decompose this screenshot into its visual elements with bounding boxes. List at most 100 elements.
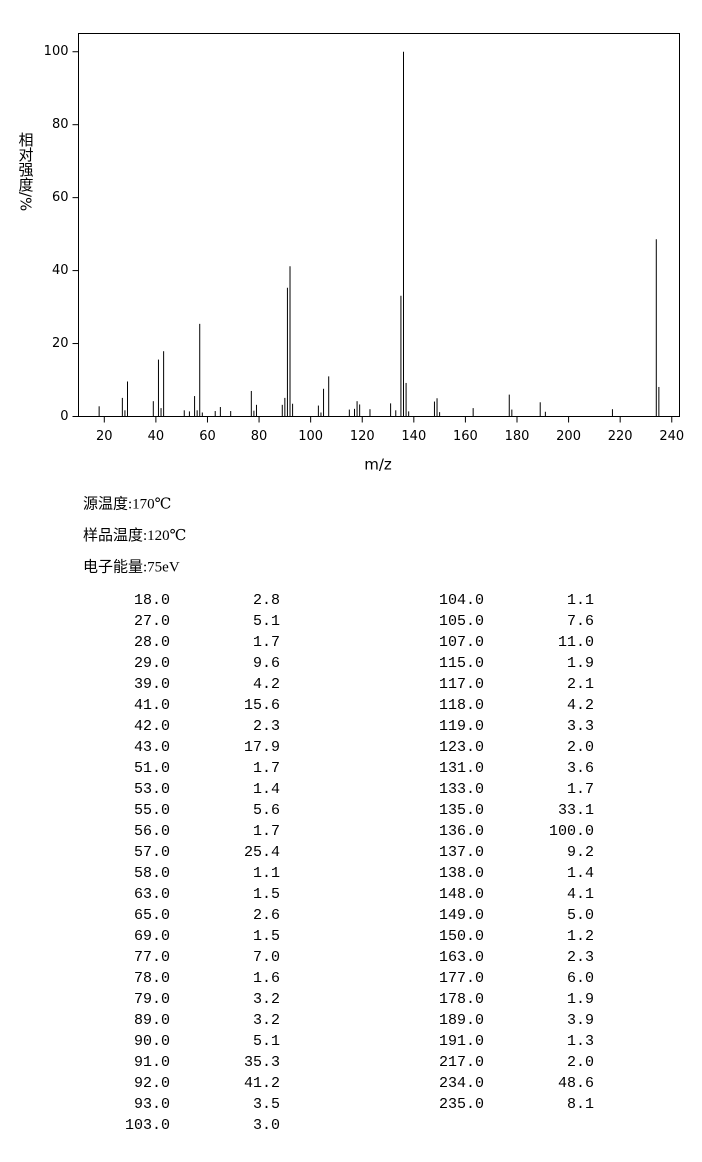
mz-cell: 39.0 — [134, 676, 170, 693]
intensity-cell: 2.3 — [567, 949, 594, 966]
mz-cell: 133.0 — [439, 781, 484, 798]
mz-cell: 65.0 — [134, 907, 170, 924]
mz-cell: 103.0 — [125, 1117, 170, 1134]
intensity-cell: 1.7 — [567, 781, 594, 798]
intensity-cell: 4.2 — [567, 697, 594, 714]
x-axis-label: m/z — [364, 456, 392, 474]
mz-cell: 41.0 — [134, 697, 170, 714]
mz-cell: 217.0 — [439, 1054, 484, 1071]
mz-cell: 149.0 — [439, 907, 484, 924]
intensity-cell: 7.0 — [253, 949, 280, 966]
y-tick-label: 80 — [52, 117, 69, 132]
condition: 样品温度:120℃ — [83, 527, 186, 544]
y-tick-label: 60 — [52, 190, 69, 205]
mz-cell: 93.0 — [134, 1096, 170, 1113]
intensity-cell: 9.6 — [253, 655, 280, 672]
intensity-cell: 7.6 — [567, 613, 594, 630]
intensity-cell: 11.0 — [558, 634, 594, 651]
intensity-cell: 5.1 — [253, 1033, 280, 1050]
intensity-cell: 1.1 — [567, 592, 594, 609]
x-tick-label: 220 — [608, 429, 633, 444]
mz-cell: 92.0 — [134, 1075, 170, 1092]
y-tick-label: 20 — [52, 336, 69, 351]
mz-cell: 189.0 — [439, 1012, 484, 1029]
intensity-cell: 8.1 — [567, 1096, 594, 1113]
intensity-cell: 1.7 — [253, 823, 280, 840]
intensity-cell: 4.2 — [253, 676, 280, 693]
intensity-cell: 1.9 — [567, 991, 594, 1008]
mz-cell: 104.0 — [439, 592, 484, 609]
intensity-cell: 1.4 — [567, 865, 594, 882]
intensity-cell: 6.0 — [567, 970, 594, 987]
mz-cell: 29.0 — [134, 655, 170, 672]
intensity-cell: 2.1 — [567, 676, 594, 693]
mz-cell: 123.0 — [439, 739, 484, 756]
intensity-cell: 17.9 — [244, 739, 280, 756]
mz-cell: 89.0 — [134, 1012, 170, 1029]
mz-cell: 191.0 — [439, 1033, 484, 1050]
intensity-cell: 1.9 — [567, 655, 594, 672]
mz-cell: 69.0 — [134, 928, 170, 945]
intensity-cell: 2.3 — [253, 718, 280, 735]
intensity-cell: 1.2 — [567, 928, 594, 945]
mz-cell: 138.0 — [439, 865, 484, 882]
x-tick-label: 20 — [96, 429, 113, 444]
intensity-cell: 3.0 — [253, 1117, 280, 1134]
intensity-cell: 3.2 — [253, 991, 280, 1008]
intensity-cell: 1.1 — [253, 865, 280, 882]
intensity-cell: 100.0 — [549, 823, 594, 840]
mz-cell: 78.0 — [134, 970, 170, 987]
mz-cell: 136.0 — [439, 823, 484, 840]
mz-cell: 91.0 — [134, 1054, 170, 1071]
mz-cell: 42.0 — [134, 718, 170, 735]
mz-cell: 77.0 — [134, 949, 170, 966]
mz-cell: 150.0 — [439, 928, 484, 945]
mz-cell: 79.0 — [134, 991, 170, 1008]
intensity-cell: 5.0 — [567, 907, 594, 924]
y-axis-label: 相对强度/% — [17, 132, 35, 211]
x-tick-label: 80 — [251, 429, 268, 444]
intensity-cell: 9.2 — [567, 844, 594, 861]
intensity-cell: 1.7 — [253, 760, 280, 777]
x-tick-label: 40 — [148, 429, 165, 444]
mz-cell: 118.0 — [439, 697, 484, 714]
mz-cell: 105.0 — [439, 613, 484, 630]
mz-cell: 51.0 — [134, 760, 170, 777]
x-tick-label: 120 — [350, 429, 375, 444]
mz-cell: 28.0 — [134, 634, 170, 651]
mz-cell: 53.0 — [134, 781, 170, 798]
x-tick-label: 160 — [453, 429, 478, 444]
mz-cell: 177.0 — [439, 970, 484, 987]
condition: 电子能量:75eV — [83, 558, 180, 575]
intensity-cell: 25.4 — [244, 844, 280, 861]
intensity-cell: 2.6 — [253, 907, 280, 924]
mz-cell: 178.0 — [439, 991, 484, 1008]
mz-cell: 163.0 — [439, 949, 484, 966]
intensity-cell: 4.1 — [567, 886, 594, 903]
x-tick-label: 200 — [556, 429, 581, 444]
intensity-cell: 15.6 — [244, 697, 280, 714]
intensity-cell: 1.7 — [253, 634, 280, 651]
mz-cell: 58.0 — [134, 865, 170, 882]
mz-cell: 235.0 — [439, 1096, 484, 1113]
mz-cell: 63.0 — [134, 886, 170, 903]
intensity-cell: 2.0 — [567, 739, 594, 756]
y-tick-label: 40 — [52, 263, 69, 278]
mz-cell: 137.0 — [439, 844, 484, 861]
intensity-cell: 41.2 — [244, 1075, 280, 1092]
plot-frame — [78, 33, 680, 417]
condition: 源温度:170℃ — [83, 495, 171, 512]
intensity-cell: 3.6 — [567, 760, 594, 777]
mz-cell: 119.0 — [439, 718, 484, 735]
mz-cell: 135.0 — [439, 802, 484, 819]
mz-cell: 56.0 — [134, 823, 170, 840]
intensity-cell: 35.3 — [244, 1054, 280, 1071]
intensity-cell: 48.6 — [558, 1075, 594, 1092]
intensity-cell: 1.4 — [253, 781, 280, 798]
intensity-cell: 3.2 — [253, 1012, 280, 1029]
intensity-cell: 2.8 — [253, 592, 280, 609]
x-tick-label: 140 — [401, 429, 426, 444]
mz-cell: 117.0 — [439, 676, 484, 693]
mz-cell: 57.0 — [134, 844, 170, 861]
